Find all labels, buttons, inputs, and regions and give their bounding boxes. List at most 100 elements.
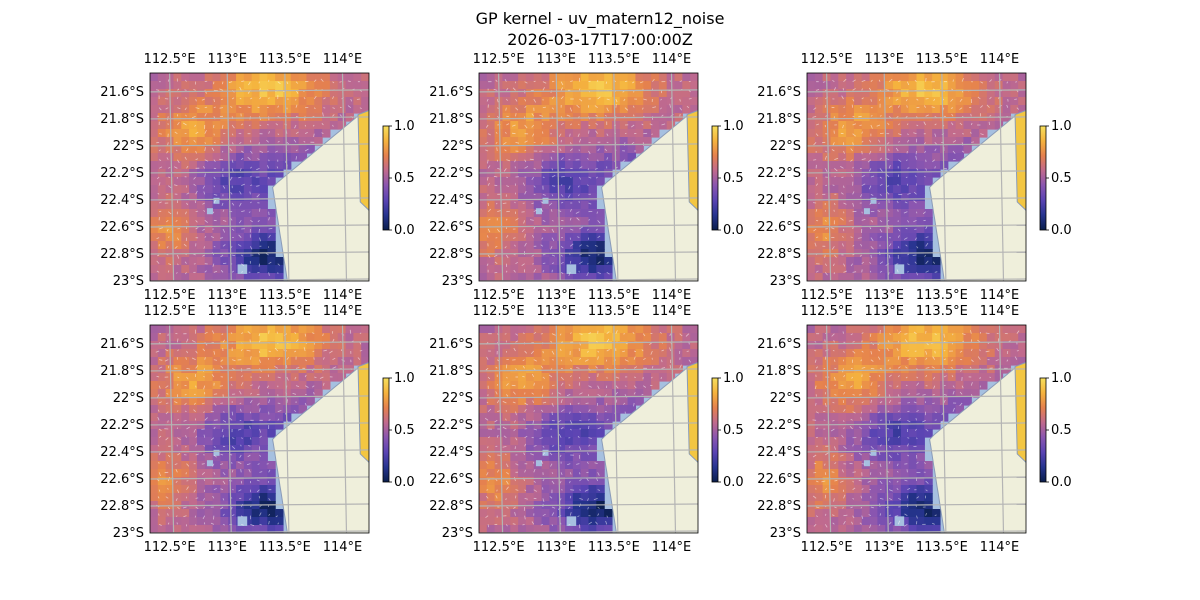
uv-vector bbox=[177, 437, 181, 440]
uv-vector bbox=[533, 268, 537, 273]
heatmap-cell bbox=[908, 357, 918, 366]
uv-vector bbox=[931, 106, 935, 109]
heatmap-cell bbox=[150, 145, 159, 154]
lon-tick-label-bottom: 114°E bbox=[323, 540, 363, 555]
uv-vector bbox=[867, 159, 872, 163]
uv-vector bbox=[165, 349, 169, 352]
uv-vector bbox=[313, 133, 315, 137]
uv-vector bbox=[512, 523, 516, 525]
heatmap-cell bbox=[251, 233, 261, 242]
uv-vector bbox=[193, 428, 196, 433]
heatmap-cell bbox=[963, 333, 972, 342]
heatmap-cell bbox=[196, 333, 206, 342]
heatmap-cell bbox=[236, 225, 245, 234]
heatmap-cell bbox=[157, 445, 167, 454]
uv-vector bbox=[212, 495, 215, 499]
heatmap-cell bbox=[150, 357, 159, 366]
heatmap-cell bbox=[611, 97, 621, 106]
uv-vector bbox=[877, 210, 881, 213]
heatmap-cell bbox=[580, 97, 590, 106]
heatmap-cell bbox=[173, 405, 182, 414]
heatmap-cell bbox=[932, 105, 941, 114]
heatmap-cell bbox=[212, 325, 221, 334]
heatmap-cell bbox=[502, 73, 511, 82]
heatmap-cell bbox=[635, 81, 644, 90]
heatmap-cell bbox=[885, 193, 894, 202]
heatmap-cell bbox=[643, 97, 652, 106]
heatmap-cell bbox=[549, 265, 558, 274]
gridline-lon bbox=[670, 325, 677, 533]
heatmap-cell bbox=[1002, 333, 1011, 342]
heatmap-cell bbox=[580, 121, 590, 130]
uv-vector bbox=[869, 150, 872, 155]
uv-vector bbox=[230, 376, 233, 379]
heatmap-cell bbox=[322, 373, 331, 382]
uv-vector bbox=[578, 376, 581, 379]
heatmap-cell bbox=[908, 73, 918, 82]
heatmap-cell bbox=[549, 273, 558, 281]
heatmap-cell bbox=[212, 517, 221, 526]
heatmap-cell bbox=[893, 177, 902, 186]
heatmap-cell bbox=[572, 217, 582, 226]
heatmap-cell bbox=[635, 73, 644, 82]
heatmap-cell bbox=[846, 153, 855, 162]
uv-vector bbox=[259, 237, 261, 242]
uv-vector bbox=[842, 243, 844, 247]
heatmap-cell bbox=[588, 177, 597, 186]
heatmap-cell bbox=[204, 81, 214, 90]
uv-vector bbox=[195, 107, 200, 109]
uv-vector bbox=[870, 98, 872, 102]
heatmap-cell bbox=[635, 145, 644, 154]
heatmap-cell bbox=[236, 477, 245, 486]
uv-vector bbox=[604, 148, 608, 152]
uv-vector bbox=[213, 176, 216, 180]
heatmap-cell bbox=[525, 349, 535, 358]
masked-cell bbox=[542, 449, 549, 456]
heatmap-cell bbox=[486, 137, 496, 146]
heatmap-cell bbox=[814, 389, 824, 398]
uv-vector bbox=[859, 124, 862, 126]
uv-vector bbox=[606, 515, 609, 518]
heatmap-cell bbox=[580, 325, 590, 334]
uv-vector bbox=[905, 116, 908, 118]
heatmap-cell bbox=[212, 241, 221, 250]
heatmap-cell bbox=[853, 365, 863, 374]
uv-vector bbox=[256, 194, 260, 198]
uv-vector bbox=[158, 435, 162, 438]
heatmap-cell bbox=[932, 137, 941, 146]
gridline-lat bbox=[807, 89, 1026, 93]
heatmap-cell bbox=[814, 81, 824, 90]
heatmap-cell bbox=[173, 169, 182, 178]
uv-vector bbox=[524, 350, 527, 354]
uv-vector bbox=[339, 114, 342, 117]
uv-vector bbox=[606, 376, 608, 379]
heatmap-cell bbox=[533, 121, 543, 130]
uv-vector bbox=[203, 385, 206, 390]
heatmap-cell bbox=[807, 161, 816, 170]
heatmap-cell bbox=[830, 257, 839, 266]
heatmap-cell bbox=[924, 153, 933, 162]
uv-vector bbox=[332, 96, 334, 100]
heatmap-cell bbox=[525, 333, 535, 342]
uv-vector bbox=[578, 270, 580, 273]
heatmap-cell bbox=[846, 145, 855, 154]
heatmap-cell bbox=[494, 225, 504, 234]
heatmap-cell bbox=[651, 105, 660, 114]
uv-vector bbox=[907, 253, 910, 256]
heatmap-cell bbox=[510, 201, 519, 210]
heatmap-cell bbox=[267, 145, 276, 154]
heatmap-cell bbox=[157, 241, 167, 250]
uv-vector bbox=[633, 350, 637, 353]
heatmap-cell bbox=[541, 177, 550, 186]
uv-vector bbox=[542, 401, 547, 404]
uv-vector bbox=[202, 166, 206, 169]
heatmap-cell bbox=[900, 357, 910, 366]
heatmap-cell bbox=[353, 89, 362, 98]
heatmap-cell bbox=[150, 105, 159, 114]
lat-tick-label: 21.8°S bbox=[429, 364, 473, 379]
lat-tick-label: 21.8°S bbox=[429, 112, 473, 127]
heatmap-cell bbox=[479, 501, 488, 510]
uv-vector bbox=[496, 434, 499, 438]
heatmap-cell bbox=[510, 429, 519, 438]
heatmap-cell bbox=[939, 357, 949, 366]
